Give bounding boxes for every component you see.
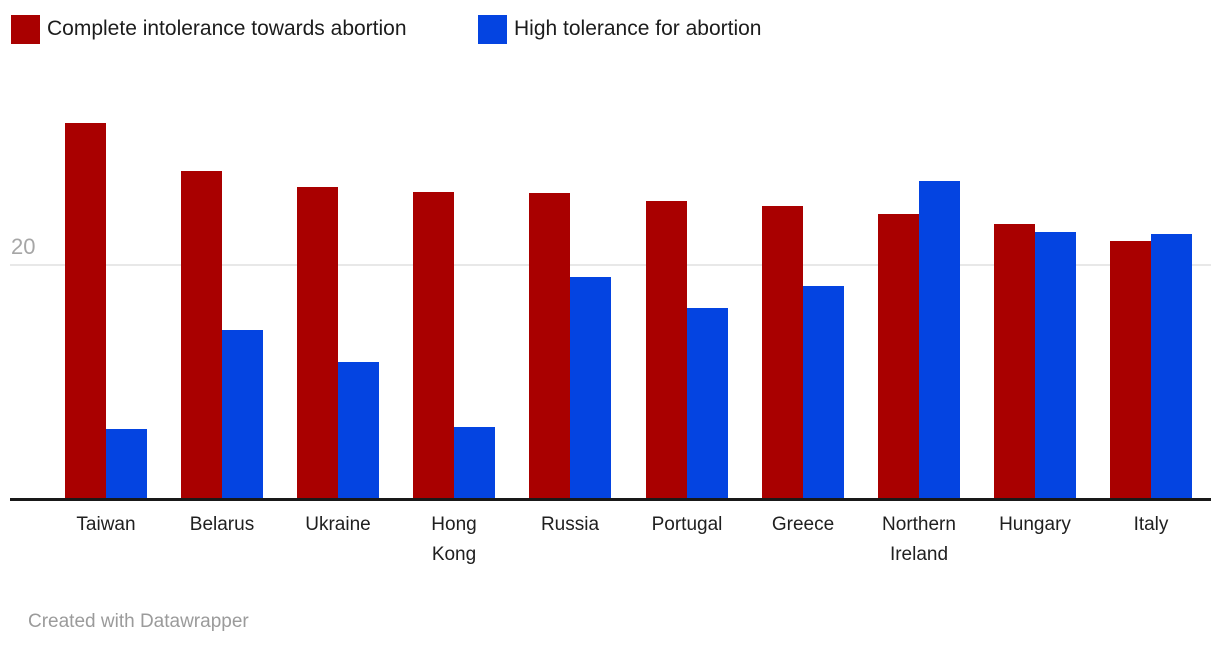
legend-label-intolerance: Complete intolerance towards abortion [47, 17, 407, 40]
bar-blue-italy [1151, 234, 1192, 498]
x-label-portugal: Portugal [651, 514, 723, 535]
bar-blue-ukraine [338, 362, 379, 498]
x-label-northern-ireland: Northern Ireland [882, 514, 956, 565]
bar-blue-portugal [687, 308, 728, 498]
x-label-hong-kong: Hong Kong [431, 514, 477, 565]
legend-swatch-red [11, 15, 40, 44]
bar-red-greece [762, 206, 803, 498]
bar-red-taiwan [65, 123, 106, 498]
attribution: Created with Datawrapper [28, 611, 249, 632]
legend-label-tolerance: High tolerance for abortion [514, 17, 762, 40]
bar-blue-taiwan [106, 429, 147, 498]
x-label-greece: Greece [771, 514, 835, 535]
bar-blue-hungary [1035, 232, 1076, 498]
bar-red-portugal [646, 201, 687, 498]
bar-blue-northern-ireland [919, 181, 960, 498]
bar-red-hungary [994, 224, 1035, 498]
x-label-belarus: Belarus [189, 514, 255, 535]
bar-red-italy [1110, 241, 1151, 498]
x-label-italy: Italy [1133, 514, 1169, 535]
bar-blue-russia [570, 277, 611, 498]
x-label-hungary: Hungary [999, 514, 1071, 535]
x-label-taiwan: Taiwan [76, 514, 136, 535]
bar-blue-hong-kong [454, 427, 495, 498]
legend-swatch-blue [478, 15, 507, 44]
x-axis-line [10, 498, 1211, 501]
bar-red-ukraine [297, 187, 338, 498]
x-label-russia: Russia [540, 514, 600, 535]
y-tick-label-20: 20 [11, 234, 36, 259]
bar-blue-greece [803, 286, 844, 498]
bar-blue-belarus [222, 330, 263, 498]
bar-red-belarus [181, 171, 222, 498]
bar-red-hong-kong [413, 192, 454, 498]
bar-red-northern-ireland [878, 214, 919, 498]
x-label-ukraine: Ukraine [305, 514, 371, 535]
gridline-20 [10, 264, 1211, 266]
bar-red-russia [529, 193, 570, 498]
